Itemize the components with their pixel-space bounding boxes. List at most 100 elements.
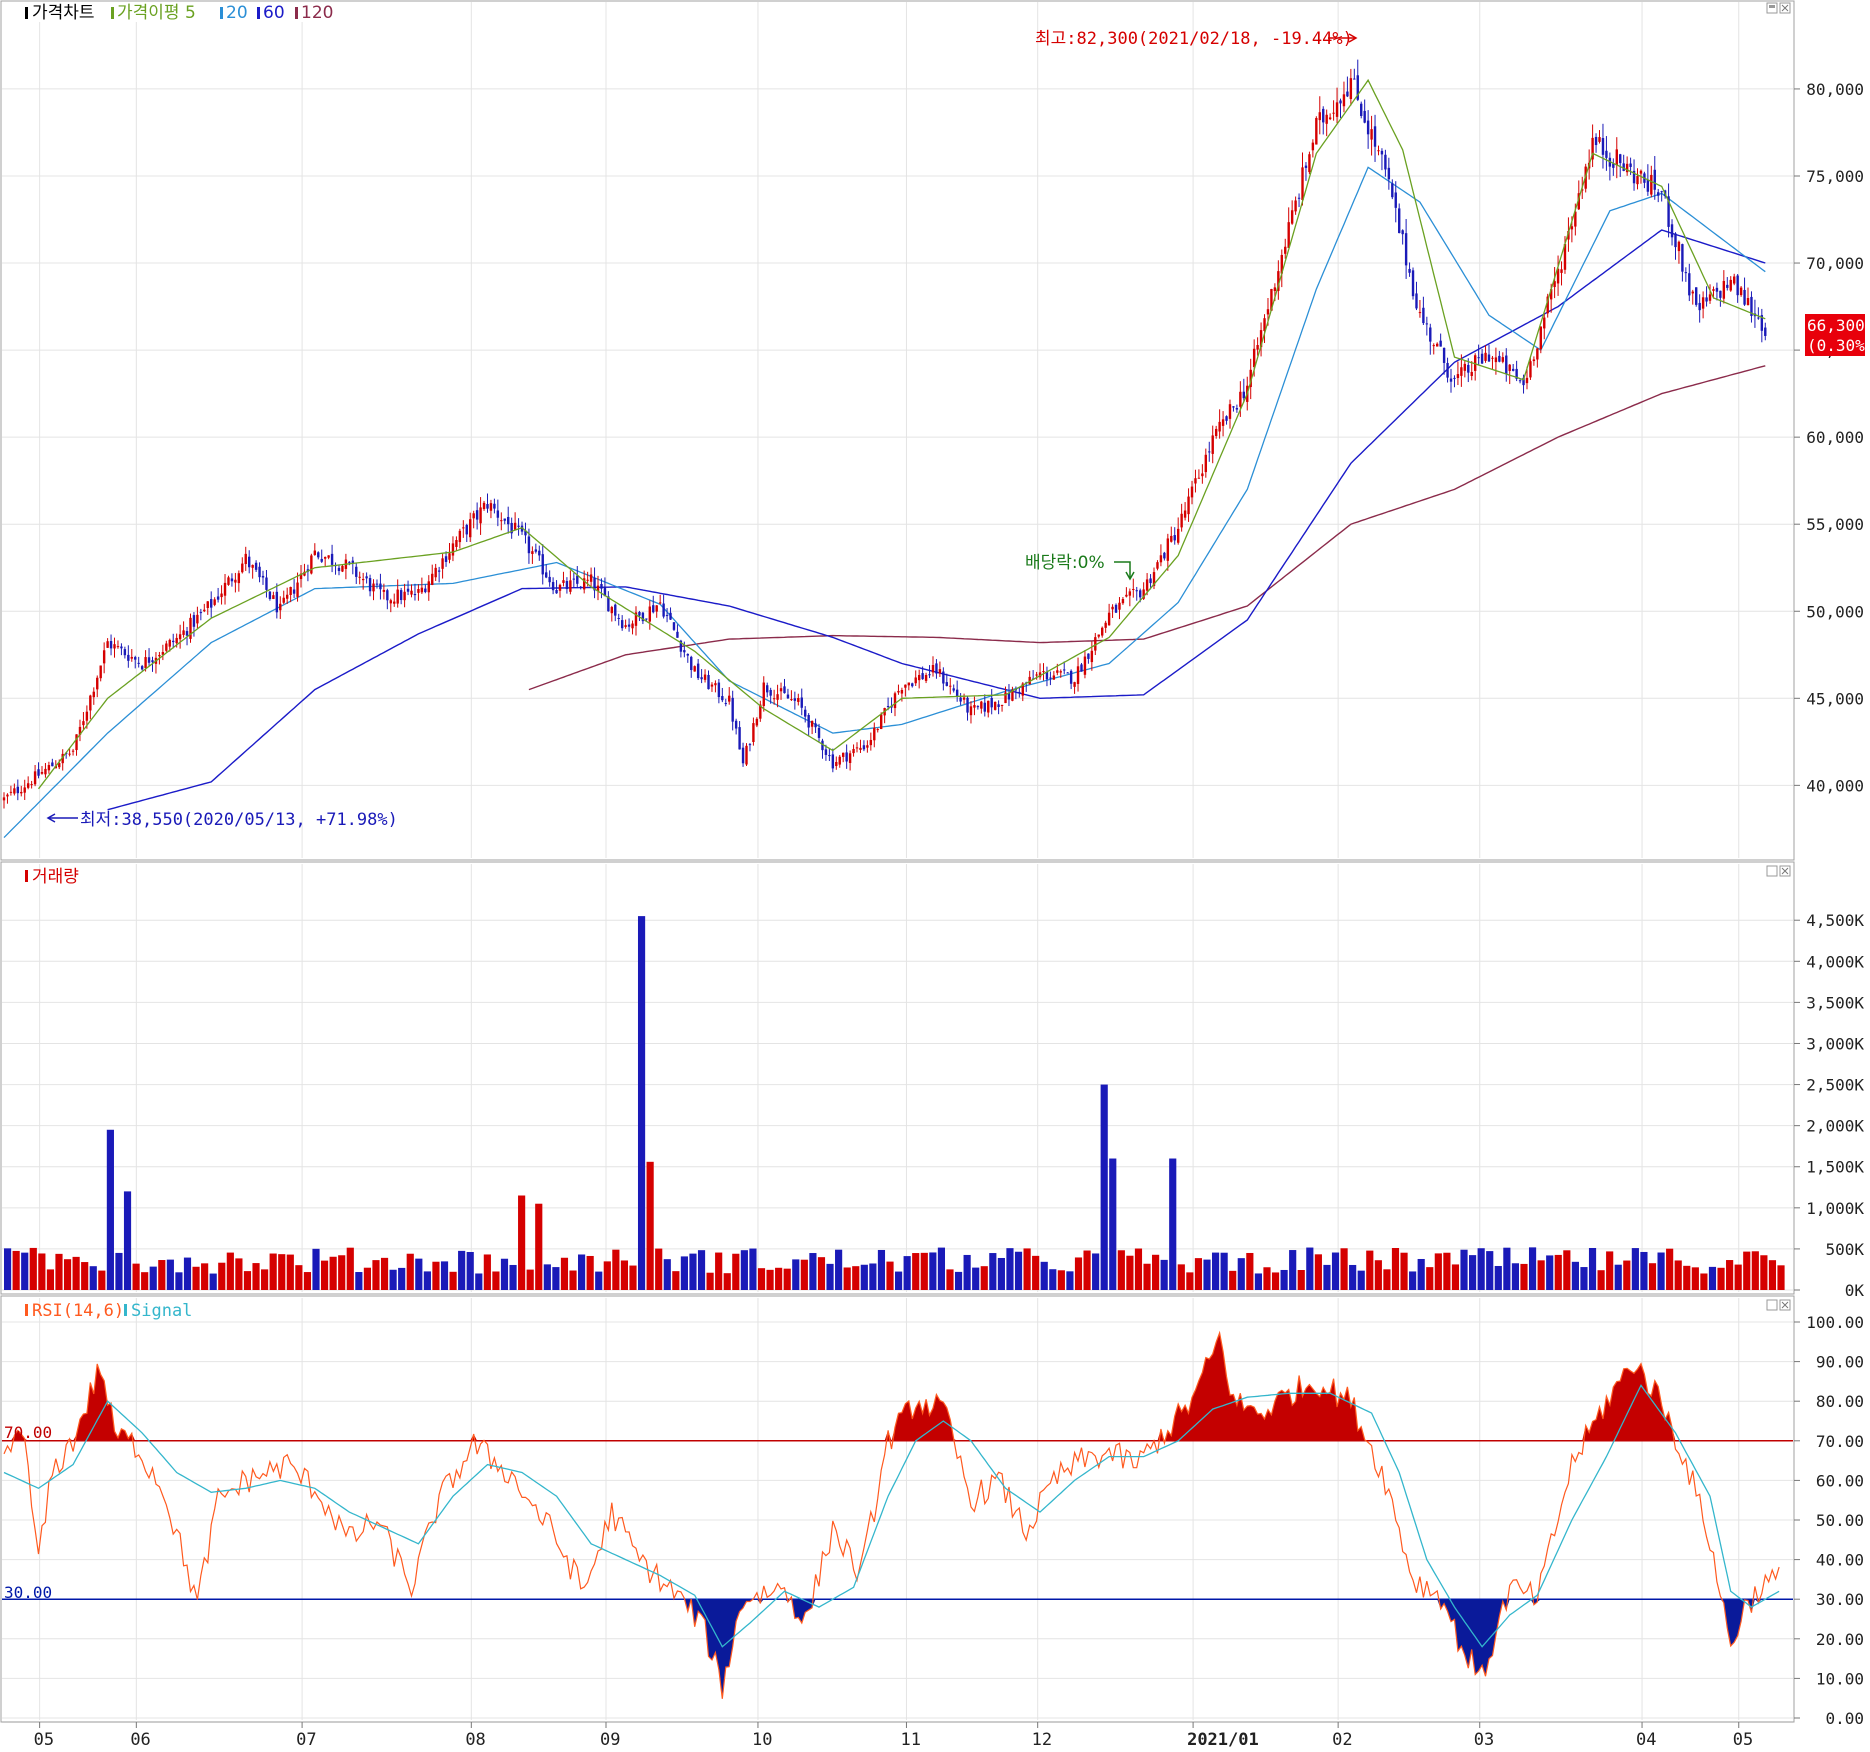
candle-body [855,747,859,749]
candle-body [790,699,793,701]
candle-body [1719,290,1722,298]
volume-bar [963,1254,971,1290]
candle-body [292,589,296,594]
candle-body [1152,572,1156,586]
volume-bar [1323,1264,1331,1290]
candle-body [1297,197,1301,199]
candle-body [1373,126,1377,147]
rsi-maximize-icon[interactable] [1766,1299,1778,1311]
candle-body [821,740,824,751]
candle-body [1646,179,1650,192]
volume-bar [1169,1158,1177,1290]
volume-bar [937,1247,946,1290]
candle-body [1715,287,1719,292]
volume-bar [1751,1251,1759,1290]
volume-bar [1237,1258,1245,1290]
volume-bar [1194,1258,1203,1290]
volume-bar [869,1263,877,1290]
candle-body [624,625,627,627]
candle-body [1401,230,1404,235]
candle-body [1636,176,1639,185]
candle-body [1677,241,1681,252]
candle-body [1639,170,1643,174]
candle-body [37,769,40,776]
candle-body [669,612,672,620]
candle-body [1739,287,1743,296]
candle-body [565,580,569,590]
volume-bar [1426,1267,1434,1290]
volume-bar [672,1271,680,1290]
candle-body [168,639,171,647]
candle-body [1757,317,1760,319]
dividend-label: 배당락:0% [1025,553,1105,573]
volume-bar [218,1262,226,1290]
volume-tick-label: 1,000K [1806,1199,1864,1218]
volume-bar [89,1266,97,1290]
volume-bar [1717,1267,1725,1290]
volume-bar [1023,1248,1031,1290]
candle-body [1211,435,1214,454]
volume-maximize-icon[interactable] [1766,865,1778,877]
candle-body [165,643,168,651]
candle-body [1653,169,1656,190]
price-tick-label: 55,000 [1806,515,1864,534]
candle-body [244,553,247,565]
candle-body [1708,294,1712,301]
candle-body [1318,112,1321,121]
candle-body [1601,138,1605,155]
candle-body [465,525,468,535]
volume-bar [1469,1255,1477,1290]
candle-body [230,578,234,582]
legend-swatch-ma60 [257,7,260,19]
candle-body [724,703,727,705]
x-tick-label: 03 [1474,1730,1494,1750]
volume-bar [1143,1263,1151,1290]
volume-bar [1220,1252,1228,1290]
candle-body [807,715,810,728]
volume-panel-frame [0,861,1795,1295]
x-tick-label: 06 [130,1730,150,1750]
price-legend: 가격차트 가격이평 5 20 60 120 [2,2,362,23]
volume-bar [1708,1266,1717,1290]
volume-bar [192,1266,200,1290]
volume-bar [595,1271,603,1290]
candle-body [1342,94,1346,107]
current-price-box [1805,314,1865,356]
volume-bar [312,1248,320,1290]
rsi-level-30-label: 30.00 [4,1583,52,1602]
candle-body [33,771,37,785]
candle-body [1004,692,1007,704]
candle-body [1463,363,1467,371]
candle-body [379,583,382,590]
candle-body [2,797,6,801]
current-price-badge: 66,300 (0.30%) [1805,314,1870,356]
candle-body [462,527,465,529]
volume-bar [1331,1252,1340,1290]
volume-bar [1666,1248,1674,1290]
volume-tick-label: 3,000K [1806,1034,1864,1053]
candle-body [113,644,116,649]
candle-body [1204,454,1208,473]
candle-body [1201,473,1204,477]
candle-body [1284,246,1287,254]
candle-body [1411,270,1415,297]
volume-bar [1760,1255,1768,1290]
volume-bar [629,1265,637,1290]
volume-bar [12,1250,20,1290]
candle-body [1080,664,1083,672]
candle-body [1163,552,1166,559]
volume-bar [440,1261,449,1290]
volume-bar [295,1265,303,1290]
candle-body [873,727,876,741]
volume-bar [1768,1260,1777,1290]
candle-body [254,562,258,570]
candle-body [427,581,430,593]
volume-bar [98,1270,106,1290]
candle-body [82,721,85,726]
volume-bar [740,1250,748,1290]
candle-body [1056,670,1059,673]
volume-tick-label: 2,000K [1806,1117,1864,1136]
candle-body [1688,273,1691,296]
candle-body [845,752,848,762]
dividend-marker-head [1125,571,1135,581]
